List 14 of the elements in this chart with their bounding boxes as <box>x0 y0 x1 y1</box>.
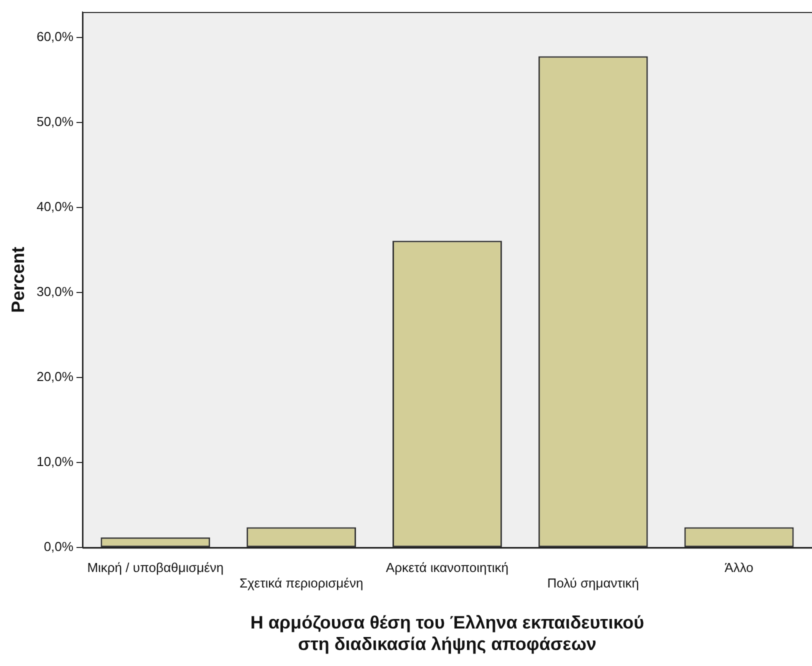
x-tick-label: Πολύ σημαντική <box>547 576 640 591</box>
y-tick-label: 40,0% <box>36 199 74 214</box>
y-axis-title: Percent <box>8 246 28 313</box>
y-tick-label: 60,0% <box>36 29 74 44</box>
y-tick-label: 30,0% <box>36 284 74 300</box>
y-tick-label: 10,0% <box>36 454 74 470</box>
x-tick-label: Αρκετά ικανοποιητική <box>386 560 509 575</box>
y-tick-label: 0,0% <box>44 539 74 554</box>
y-tick-label: 20,0% <box>36 369 74 384</box>
x-tick-label: Μικρή / υποβαθμισμένη <box>87 560 224 575</box>
y-tick-label: 50,0% <box>36 114 74 130</box>
x-tick-label: Σχετικά περιορισμένη <box>239 576 364 591</box>
x-tick-label: Άλλο <box>724 560 754 575</box>
x-axis-title: Η αρμόζουσα θέση του Έλληνα εκπαιδευτικού στη διαδικασία λήψης αποφάσεων <box>250 612 644 654</box>
